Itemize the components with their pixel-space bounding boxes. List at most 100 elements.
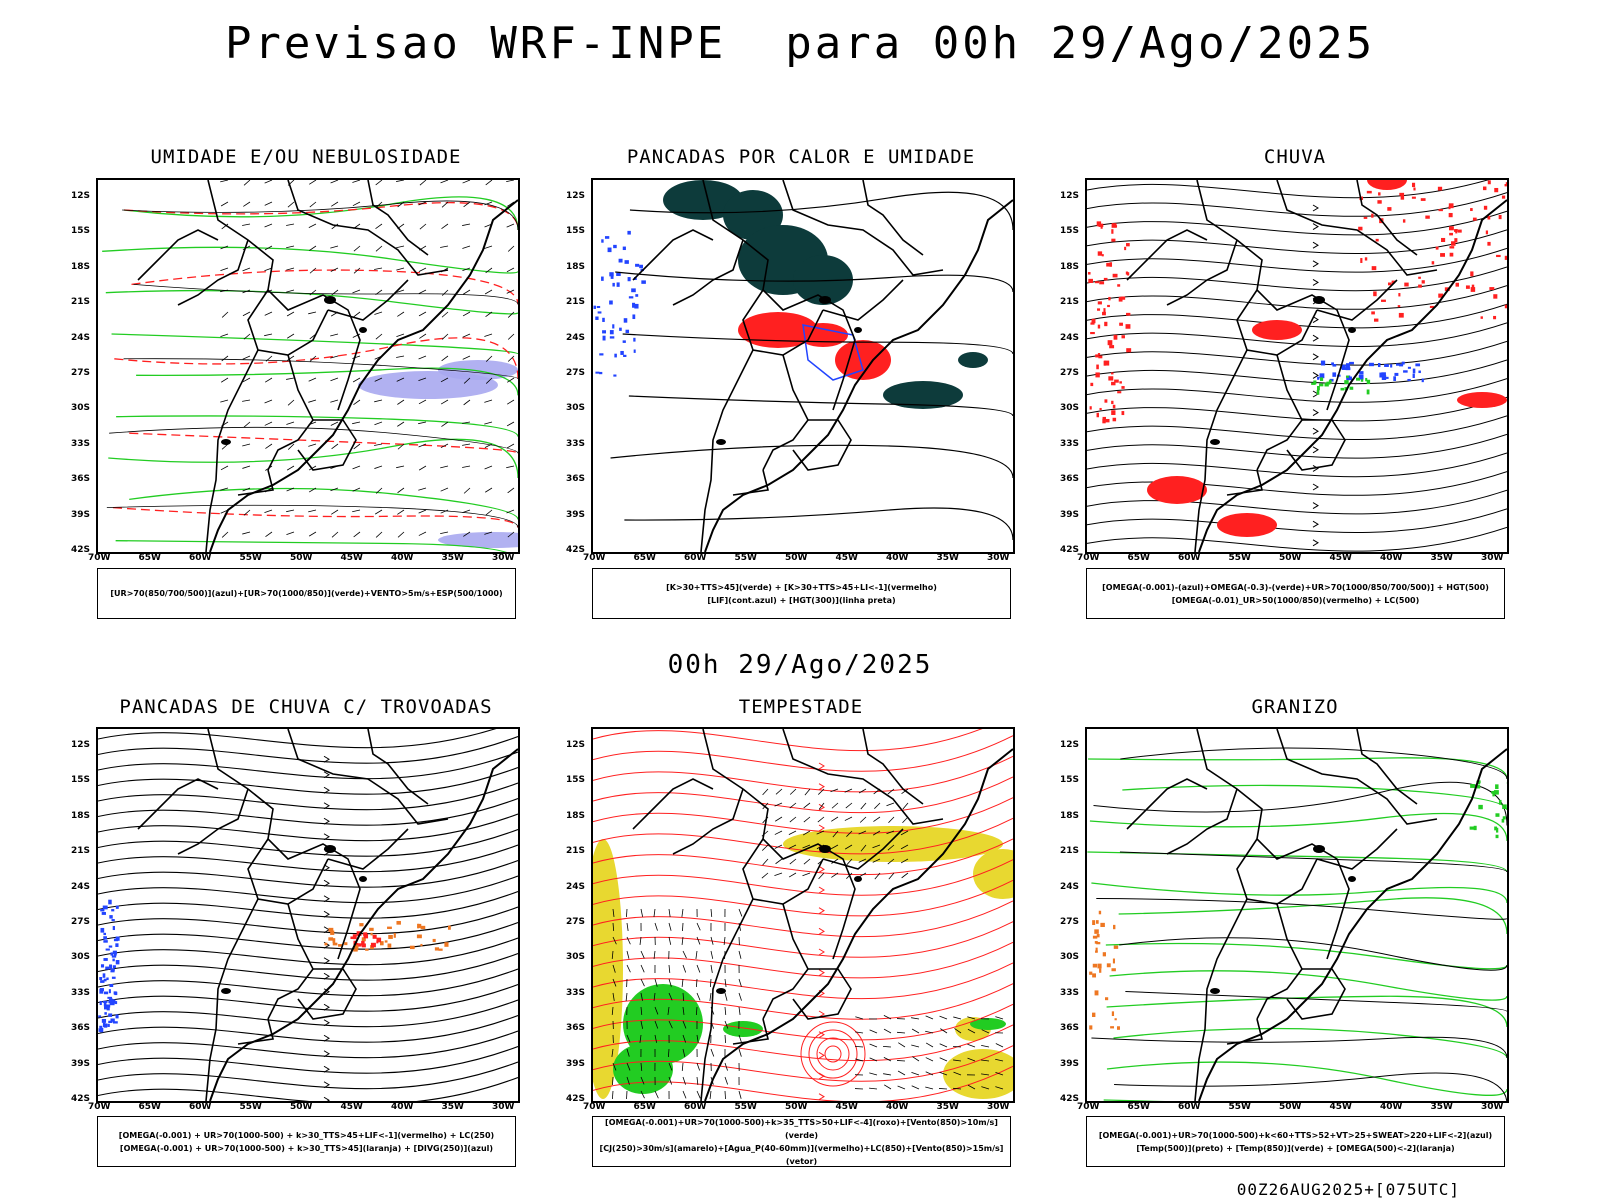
lon-tick-label: 70W [1077, 553, 1100, 563]
speckle [1495, 834, 1499, 839]
speckle [1089, 971, 1093, 975]
lon-tick-label: 70W [88, 553, 111, 563]
wind-vector [352, 465, 361, 470]
speckle [1387, 207, 1392, 211]
wind-vector [967, 1028, 976, 1034]
wind-vector [374, 311, 383, 315]
legend-line: [OMEGA(-0.001) + UR>70(1000-500) + k>30_… [119, 1143, 494, 1153]
speckle [1360, 258, 1363, 263]
speckle [1415, 363, 1421, 367]
streamline-arrow [1312, 520, 1319, 528]
streamline-arrow [818, 1010, 825, 1018]
lat-tick-label: 21S [71, 297, 91, 308]
lat-tick-label: 42S [1060, 1094, 1080, 1104]
wind-vector [696, 1090, 701, 1099]
wind-vector [682, 922, 684, 932]
wind-vector [860, 802, 867, 810]
streamline [1087, 433, 1507, 459]
border-line [287, 729, 449, 825]
wind-vector [967, 1016, 976, 1020]
vortex-ring [824, 1045, 842, 1063]
legend-line: [CJ(250)>30m/s](amarelo)+[Agua_P(40-60mm… [599, 1143, 1004, 1166]
vortex-ring [816, 1037, 850, 1071]
wind-vector [952, 1087, 962, 1090]
speckle [596, 305, 601, 309]
streamline [1087, 229, 1507, 255]
speckle [1360, 379, 1364, 382]
lon-tick-label: 40W [1380, 1102, 1403, 1112]
lat-tick-label: 39S [71, 509, 91, 520]
wind-vector [981, 1059, 990, 1062]
speckle [1117, 284, 1121, 287]
lat-tick-label: 21S [566, 297, 586, 308]
speckle [1469, 826, 1475, 830]
speckle [1485, 230, 1489, 235]
lat-tick-label: 27S [1060, 368, 1080, 378]
border-line [742, 289, 824, 356]
wind-vector [506, 180, 515, 183]
wind-vector [845, 802, 853, 809]
speckle [602, 317, 605, 322]
lat-tick-label: 36S [566, 474, 586, 485]
speckle [1366, 389, 1370, 395]
speckle [1368, 362, 1374, 367]
panel-title: PANCADAS DE CHUVA C/ TROVOADAS [119, 696, 493, 718]
speckle [1102, 418, 1106, 424]
wind-vector [925, 1057, 934, 1062]
border-line [700, 349, 754, 552]
wind-vector [396, 355, 405, 358]
speckle [619, 327, 622, 331]
contour-line [1093, 781, 1507, 826]
lon-tick-label: 50W [785, 1102, 808, 1112]
lat-tick-label: 18S [1060, 810, 1080, 821]
wind-vector [286, 333, 295, 339]
speckle [103, 958, 108, 961]
speckle [1363, 216, 1368, 219]
speckle [1114, 379, 1119, 383]
lat-tick-label: 21S [71, 846, 91, 857]
speckle [109, 1002, 115, 1006]
speckle [632, 302, 636, 308]
wind-vector [681, 936, 684, 945]
wind-vector [953, 1059, 962, 1062]
border-line [1286, 968, 1346, 1020]
wind-vector [724, 1090, 726, 1100]
border-line [632, 229, 714, 281]
wind-vector [626, 1062, 631, 1071]
speckle [1359, 371, 1364, 375]
border-line [137, 229, 219, 281]
speckle [1390, 364, 1393, 368]
speckle [1470, 208, 1473, 212]
wind-vector [911, 1044, 920, 1048]
border-line [137, 778, 219, 830]
speckle [1090, 382, 1094, 387]
lon-tick-label: 60W [189, 1102, 212, 1112]
speckle [1092, 920, 1096, 926]
wind-vector [925, 1015, 934, 1020]
forecast-map [591, 727, 1015, 1103]
streamline [1087, 192, 1507, 217]
wind-vector [858, 788, 867, 794]
speckle [1448, 212, 1453, 218]
wind-vector [611, 1048, 614, 1057]
wind-vector [221, 355, 229, 362]
border-line [177, 788, 249, 855]
speckle [1431, 261, 1435, 265]
speckle [1345, 363, 1350, 368]
wind-vector [709, 1090, 712, 1099]
wind-vector [396, 289, 405, 293]
contour-line [129, 432, 518, 454]
forecast-map [96, 727, 520, 1103]
streamline [98, 968, 518, 997]
lat-tick-label: 27S [1060, 917, 1080, 927]
speckle [107, 996, 113, 999]
wind-vector [308, 377, 317, 382]
lon-tick-label: 35W [936, 553, 959, 563]
wind-vector [612, 936, 617, 945]
wind-vector [418, 465, 427, 471]
wind-vector [789, 802, 797, 809]
lat-tick-label: 27S [71, 368, 91, 378]
speckle [1112, 417, 1117, 422]
speckle [1341, 367, 1347, 370]
wind-vector [397, 487, 405, 494]
